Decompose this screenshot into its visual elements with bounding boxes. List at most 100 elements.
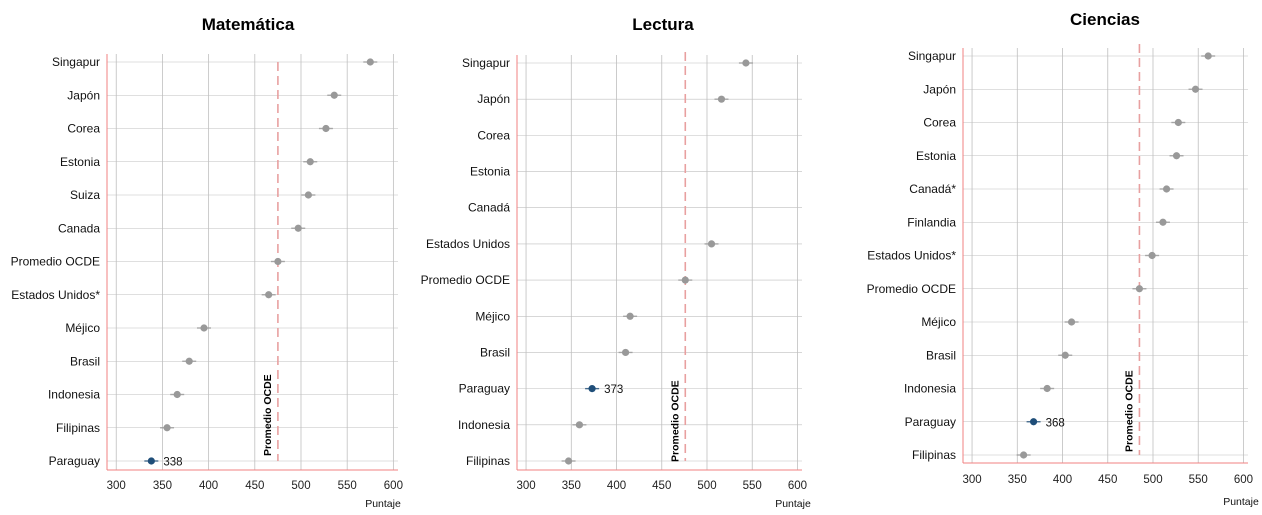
x-tick-label: 450	[1098, 474, 1117, 486]
x-tick-label: 300	[107, 480, 126, 492]
data-point	[1159, 218, 1167, 226]
data-point	[707, 240, 716, 248]
chart-title: Ciencias	[1070, 10, 1140, 29]
data-point	[1172, 152, 1181, 160]
highlight-value-label: 338	[163, 457, 182, 469]
category-label: Paraguay	[905, 415, 956, 429]
reference-label: Promedio OCDE	[1123, 370, 1135, 452]
data-point	[1135, 285, 1144, 293]
x-tick-label: 400	[1053, 474, 1072, 486]
x-tick-label: 350	[153, 480, 172, 492]
category-label: Méjico	[921, 315, 956, 329]
x-tick-label: 600	[788, 480, 807, 492]
x-tick-label: 350	[562, 480, 581, 492]
data-point	[1162, 185, 1171, 193]
category-label: Estados Unidos	[426, 237, 510, 251]
category-label: Indonesia	[48, 388, 100, 402]
data-point	[1148, 251, 1156, 260]
data-point	[1043, 384, 1051, 393]
chart-title: Matemática	[202, 15, 295, 34]
category-label: Singapur	[462, 56, 510, 70]
data-point	[1204, 52, 1212, 60]
data-point	[200, 324, 208, 332]
data-point	[173, 390, 181, 399]
data-point	[294, 224, 302, 232]
category-label: Promedio OCDE	[11, 255, 100, 269]
highlight-point	[588, 385, 596, 393]
x-axis-label: Puntaje	[1223, 496, 1259, 508]
category-label: Canada	[58, 221, 100, 235]
category-label: Canadá	[468, 201, 510, 215]
x-tick-label: 400	[607, 480, 626, 492]
chart-panel-2: Lectura 300 350 400 450 500 550 600 Singapur Japó…	[421, 15, 811, 510]
data-point	[265, 291, 273, 299]
highlight-point	[147, 457, 155, 465]
category-label: Brasil	[70, 354, 100, 368]
category-label: Estados Unidos*	[11, 288, 100, 302]
data-point	[575, 421, 584, 429]
category-label: Indonesia	[904, 382, 956, 396]
category-label: Filipinas	[912, 448, 956, 462]
x-tick-label: 300	[516, 480, 535, 492]
category-label: Estonia	[470, 165, 510, 179]
category-label: Méjico	[475, 309, 510, 323]
x-tick-label: 500	[697, 480, 716, 492]
category-label: Japón	[923, 82, 956, 96]
category-label: Filipinas	[466, 454, 510, 468]
category-label: Brasil	[926, 348, 956, 362]
highlight-value-label: 373	[604, 384, 623, 396]
x-tick-label: 500	[1143, 474, 1162, 486]
data-point	[274, 257, 282, 266]
category-label: Singapur	[908, 49, 956, 63]
data-point	[366, 58, 374, 66]
data-point	[1061, 351, 1069, 359]
highlight-point	[1029, 418, 1038, 426]
chart-title: Lectura	[632, 15, 694, 34]
category-label: Singapur	[52, 55, 100, 69]
x-tick-label: 500	[291, 480, 310, 492]
category-label: Corea	[67, 122, 100, 136]
reference-label: Promedio OCDE	[262, 374, 274, 456]
category-label: Estonia	[916, 149, 956, 163]
data-point	[185, 357, 193, 365]
data-point	[626, 312, 634, 320]
data-point	[564, 457, 573, 465]
category-label: Canadá*	[909, 182, 956, 196]
x-tick-label: 450	[652, 480, 671, 492]
category-label: Paraguay	[459, 382, 510, 396]
chart-panel-3: Ciencias 300 350 400 450 500 550 600 Singapur Jap…	[867, 10, 1259, 508]
category-label: Filipinas	[56, 421, 100, 435]
x-tick-label: 550	[1189, 474, 1208, 486]
data-point	[1067, 318, 1076, 326]
x-tick-label: 450	[245, 480, 264, 492]
category-label: Estonia	[60, 155, 100, 169]
data-point	[304, 191, 312, 199]
category-label: Promedio OCDE	[421, 273, 510, 287]
data-point	[306, 158, 314, 166]
category-label: Méjico	[65, 321, 100, 335]
category-label: Brasil	[480, 345, 510, 359]
data-point	[1174, 118, 1182, 127]
data-point	[681, 276, 689, 284]
data-point	[322, 124, 330, 133]
category-label: Finlandia	[907, 215, 956, 229]
category-label: Suiza	[70, 188, 100, 202]
x-tick-label: 550	[743, 480, 762, 492]
x-axis-label: Puntaje	[775, 498, 811, 510]
data-point	[1191, 85, 1200, 93]
data-point	[163, 424, 171, 432]
chart-panel-1: Matemática 300 350 400 450 500 550 600 Singapur J…	[11, 15, 403, 510]
x-tick-label: 350	[1008, 474, 1027, 486]
data-point	[1020, 451, 1028, 459]
highlight-value-label: 368	[1046, 417, 1065, 429]
reference-label: Promedio OCDE	[669, 380, 681, 462]
x-tick-label: 300	[962, 474, 981, 486]
category-label: Paraguay	[49, 454, 100, 468]
category-label: Japón	[477, 92, 510, 106]
x-tick-label: 600	[384, 480, 403, 492]
data-point	[742, 59, 750, 67]
category-label: Estados Unidos*	[867, 249, 956, 263]
data-point	[717, 95, 726, 103]
